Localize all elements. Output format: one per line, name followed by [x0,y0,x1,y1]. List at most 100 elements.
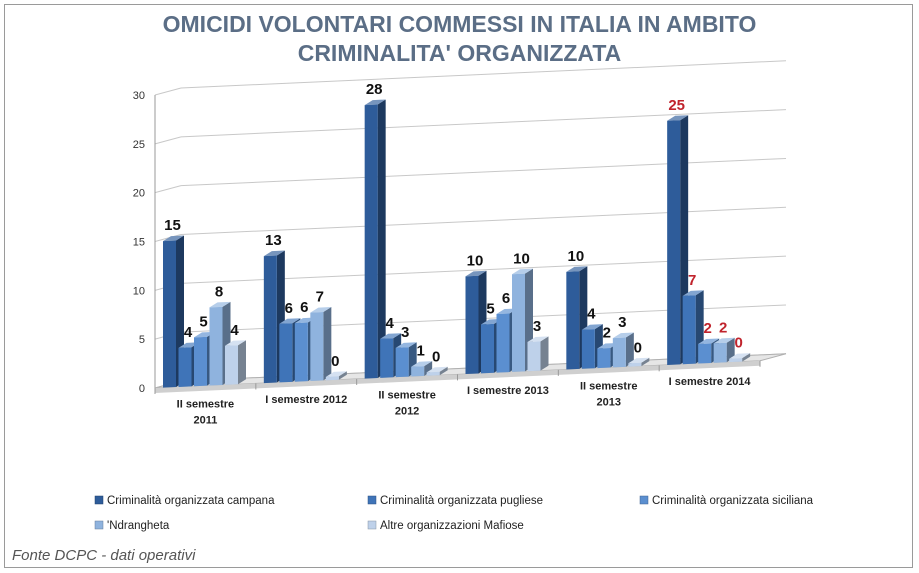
bar-top [263,250,285,257]
bar-top [426,366,448,373]
bar-top [713,337,735,344]
data-label: 25 [668,97,685,114]
bar-top [566,266,588,272]
legend-swatch [639,495,649,505]
bar-top [310,307,332,313]
y-tick-label: 15 [133,237,145,249]
bar [481,323,494,374]
data-label: 4 [587,306,596,323]
bar-top [380,333,402,339]
data-label: 3 [618,314,626,331]
y-tick-label: 5 [139,334,145,346]
chart-title-line-2: CRIMINALITA' ORGANIZZATA [297,40,622,66]
y-tick-label: 0 [139,383,145,395]
bar-side [641,357,650,367]
gridline-side [154,185,182,194]
bar [163,240,176,388]
bar [698,343,712,364]
bar [325,376,339,381]
data-label: 0 [331,353,339,370]
x-tick-label: I semestre 2012 [265,394,347,406]
bar [364,104,378,379]
data-label: 5 [486,300,494,317]
bar-top [325,371,347,377]
bar-side [323,307,332,381]
bar [263,255,277,384]
bar-top [209,301,231,308]
legend-label: Criminalità organizzata pugliese [380,495,543,507]
gridline-side [154,234,182,242]
bar [395,347,409,378]
data-label: 1 [416,343,424,360]
bar-top [512,268,533,275]
gridline [180,109,787,138]
bar [682,295,696,365]
data-label: 8 [215,283,223,300]
data-label: 7 [316,289,324,306]
x-tick-label: II semestre [580,381,637,393]
data-label: 0 [634,339,642,356]
data-label: 6 [502,290,510,307]
data-label: 4 [184,324,193,341]
bar-top [527,336,549,342]
bar [667,120,681,365]
data-label: 4 [385,315,394,332]
data-label: 3 [533,318,541,335]
bar-side [726,337,735,363]
bar [465,275,479,375]
bar [729,358,743,363]
legend-label: Criminalità organizzata siciliana [652,495,814,507]
x-tick-label: II semestre [177,399,234,411]
x-tick-label: II semestre [378,390,435,402]
gridline [180,60,787,89]
legend-swatch [367,520,377,530]
legend-swatch [94,495,104,505]
bar-top [395,342,417,348]
legend-swatch [367,495,377,505]
bar-top [612,332,634,339]
x-tick-label: 2011 [193,415,217,427]
bar-top [581,324,603,330]
bar-side [540,336,549,371]
data-label: 2 [719,319,727,336]
data-label: 13 [265,232,282,249]
bar-top [667,115,689,121]
bar [597,347,611,369]
legend-label: Altre organizzazioni Mafiose [380,520,524,532]
data-label: 28 [366,81,383,98]
data-label: 6 [285,300,293,317]
data-label: 10 [467,252,484,269]
bar-side [238,340,246,385]
bar-side [439,366,448,376]
source-note: Fonte DCPC - dati operativi [12,547,196,564]
bar [411,366,425,377]
bar [512,273,525,372]
legend-swatch [94,520,104,530]
data-label: 3 [401,324,409,341]
data-label: 2 [703,320,711,337]
bar-side [377,99,386,378]
y-tick-label: 25 [133,139,145,151]
bar [566,271,580,370]
bar-side [424,361,433,376]
bar [713,342,727,363]
bar-top [225,340,246,346]
bar-side [742,353,751,362]
data-label: 2 [603,325,611,342]
bar-top [465,270,487,277]
gridline [180,157,787,187]
bar-top [163,235,184,242]
bar [294,322,308,382]
bar [628,362,642,367]
bar [380,338,394,378]
bar [225,345,238,385]
bar [581,329,595,369]
bar-top [729,353,751,359]
bar [279,323,293,383]
legend-label: 'Ndrangheta [107,520,170,532]
y-tick-label: 30 [133,90,145,102]
bar-top [682,290,704,296]
legend-label: Criminalità organizzata campana [107,495,275,507]
data-label: 15 [164,217,181,234]
